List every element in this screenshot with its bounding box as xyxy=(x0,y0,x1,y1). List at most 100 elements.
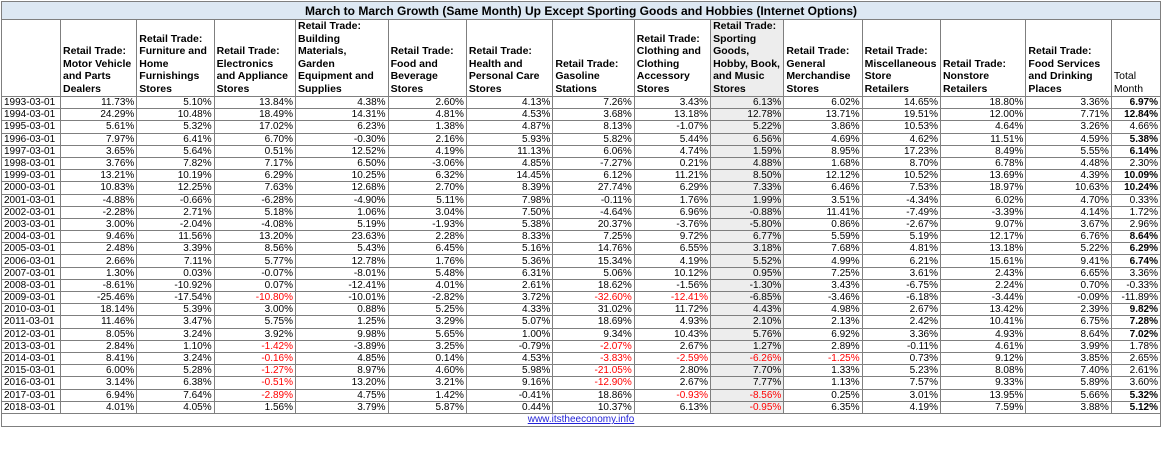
value-cell: -8.01% xyxy=(295,266,389,280)
value-cell: 4.88% xyxy=(710,156,785,171)
value-cell: 10.48% xyxy=(136,108,215,122)
value-cell: 8.64% xyxy=(1025,327,1112,341)
value-cell: -3.83% xyxy=(552,351,635,366)
value-cell: 9.41% xyxy=(1025,254,1112,268)
value-cell: -0.11% xyxy=(861,339,941,353)
value-cell: 0.03% xyxy=(136,266,215,280)
total-cell: -0.33% xyxy=(1110,278,1162,293)
value-cell: -21.05% xyxy=(552,364,635,378)
table-row: 2010-03-01 18.14% 5.39% 3.00% 0.88% 5.25% 4.33… xyxy=(1,303,1162,317)
value-cell: 5.36% xyxy=(465,254,554,268)
table-row: 2003-03-01 3.00% -2.04% -4.08% 5.19% -1.93% 5.… xyxy=(1,217,1162,232)
value-cell: 6.45% xyxy=(387,242,467,256)
value-cell: 3.04% xyxy=(387,205,467,219)
value-cell: 0.44% xyxy=(465,400,554,414)
value-cell: 2.67% xyxy=(633,339,712,353)
value-cell: 4.75% xyxy=(295,388,389,402)
value-cell: 5.39% xyxy=(136,303,215,317)
value-cell: 3.92% xyxy=(213,327,297,341)
value-cell: 2.60% xyxy=(387,95,467,110)
total-cell: 8.64% xyxy=(1110,230,1162,244)
value-cell: 7.57% xyxy=(861,376,941,390)
value-cell: 4.87% xyxy=(465,120,554,134)
value-cell: 5.61% xyxy=(59,120,138,134)
value-cell: 6.56% xyxy=(710,132,785,146)
value-cell: 3.47% xyxy=(136,315,215,329)
value-cell: 4.53% xyxy=(465,108,554,122)
value-cell: 4.62% xyxy=(861,132,941,146)
value-cell: 4.93% xyxy=(939,327,1027,341)
value-cell: 6.32% xyxy=(387,169,467,183)
value-cell: -6.28% xyxy=(213,193,297,207)
value-cell: -12.41% xyxy=(295,278,389,293)
value-cell: 7.77% xyxy=(710,376,785,390)
spreadsheet: March to March Growth (Same Month) Up Ex… xyxy=(1,1,1162,427)
value-cell: 3.43% xyxy=(783,278,863,293)
value-cell: 12.17% xyxy=(939,230,1027,244)
value-cell: -7.49% xyxy=(861,205,941,219)
table-row: 2009-03-01 -25.46% -17.54% -10.80% -10.01% -2… xyxy=(1,290,1162,305)
value-cell: 4.98% xyxy=(783,303,863,317)
value-cell: 7.33% xyxy=(710,181,785,195)
total-cell: 6.97% xyxy=(1110,95,1162,110)
value-cell: 18.14% xyxy=(59,303,138,317)
value-cell: 6.23% xyxy=(295,120,389,134)
total-cell: -11.89% xyxy=(1110,290,1162,305)
value-cell: 7.17% xyxy=(213,156,297,171)
value-cell: 5.65% xyxy=(387,327,467,341)
value-cell: -0.88% xyxy=(710,205,785,219)
column-header: Retail Trade: Sporting Goods, Hobby, Boo… xyxy=(710,19,785,97)
value-cell: 0.07% xyxy=(213,278,297,293)
value-cell: 8.50% xyxy=(710,169,785,183)
value-cell: 5.55% xyxy=(1025,144,1112,158)
value-cell: 2.71% xyxy=(136,205,215,219)
value-cell: 4.14% xyxy=(1025,205,1112,219)
column-header: Retail Trade: Miscellaneous Store Retail… xyxy=(861,19,941,97)
value-cell: 6.94% xyxy=(59,388,138,402)
value-cell: 3.85% xyxy=(1025,351,1112,366)
value-cell: 2.39% xyxy=(1025,303,1112,317)
value-cell: 10.83% xyxy=(59,181,138,195)
value-cell: -12.90% xyxy=(552,376,635,390)
value-cell: -2.59% xyxy=(633,351,712,366)
value-cell: 1.10% xyxy=(136,339,215,353)
value-cell: -3.39% xyxy=(939,205,1027,219)
row-date: 1997-03-01 xyxy=(1,144,61,158)
value-cell: 9.34% xyxy=(552,327,635,341)
value-cell: -17.54% xyxy=(136,290,215,305)
value-cell: 4.70% xyxy=(1025,193,1112,207)
value-cell: 5.32% xyxy=(136,120,215,134)
value-cell: 24.29% xyxy=(59,108,138,122)
value-cell: 5.16% xyxy=(465,242,554,256)
value-cell: 4.85% xyxy=(465,156,554,171)
value-cell: 0.73% xyxy=(861,351,941,366)
value-cell: -3.46% xyxy=(783,290,863,305)
total-cell: 7.28% xyxy=(1110,315,1162,329)
value-cell: 8.13% xyxy=(552,120,635,134)
value-cell: -3.89% xyxy=(295,339,389,353)
column-header: Retail Trade: Electronics and Appliance … xyxy=(213,19,297,97)
value-cell: -2.82% xyxy=(387,290,467,305)
total-cell: 1.78% xyxy=(1110,339,1162,353)
footer-link[interactable]: www.itstheeconomy.info xyxy=(1,412,1161,427)
column-header: Retail Trade: Building Materials, Garden… xyxy=(295,19,389,97)
value-cell: -0.11% xyxy=(552,193,635,207)
value-cell: 4.69% xyxy=(783,132,863,146)
value-cell: 4.53% xyxy=(465,351,554,366)
value-cell: 8.08% xyxy=(939,364,1027,378)
table-row: 2018-03-01 4.01% 4.05% 1.56% 3.79% 5.87% 0.44%… xyxy=(1,400,1162,414)
value-cell: 18.49% xyxy=(213,108,297,122)
value-cell: 7.64% xyxy=(136,388,215,402)
row-date: 2004-03-01 xyxy=(1,230,61,244)
value-cell: -4.88% xyxy=(59,193,138,207)
value-cell: 6.13% xyxy=(710,95,785,110)
value-cell: 7.26% xyxy=(552,95,635,110)
value-cell: -4.34% xyxy=(861,193,941,207)
total-cell: 2.30% xyxy=(1110,156,1162,171)
value-cell: 4.74% xyxy=(633,144,712,158)
value-cell: 3.65% xyxy=(59,144,138,158)
value-cell: -25.46% xyxy=(59,290,138,305)
value-cell: 13.21% xyxy=(59,169,138,183)
value-cell: 8.70% xyxy=(861,156,941,171)
value-cell: 4.59% xyxy=(1025,132,1112,146)
